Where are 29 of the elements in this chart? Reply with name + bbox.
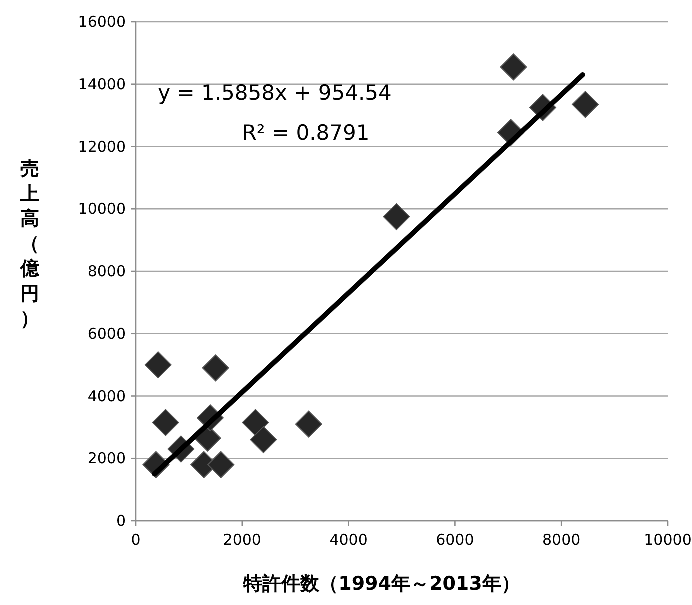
y-tick-label: 6000	[88, 324, 126, 343]
x-tick-label: 8000	[542, 531, 581, 549]
point	[152, 409, 180, 436]
point	[202, 354, 230, 382]
point	[295, 410, 322, 438]
point	[383, 203, 410, 230]
y-tick-label: 4000	[88, 387, 126, 406]
y-tick-label: 12000	[78, 138, 126, 156]
y-tick-label: 2000	[88, 450, 126, 468]
y-tick-label: 0	[116, 512, 126, 530]
y-tick-label: 10000	[78, 200, 126, 218]
y-tick-label: 14000	[78, 75, 126, 94]
x-tick-label: 2000	[223, 531, 262, 549]
point	[250, 426, 278, 454]
x-tick-label: 10000	[644, 531, 692, 549]
point	[242, 409, 270, 436]
annotation: R² = 0.8791	[242, 121, 370, 145]
point	[144, 352, 172, 379]
x-tick-label: 4000	[330, 531, 368, 549]
annotation: y = 1.5858x + 954.54	[158, 81, 392, 105]
point	[500, 54, 528, 81]
point	[572, 91, 600, 118]
y-axis-title: 売上高（億円）	[20, 158, 40, 330]
x-tick-label: 0	[131, 531, 141, 549]
y-tick-label: 8000	[88, 262, 126, 280]
x-axis-title: 特許件数（1994年～2013年）	[242, 573, 520, 595]
y-tick-label: 16000	[78, 13, 126, 31]
point	[208, 451, 235, 478]
x-tick-label: 6000	[436, 531, 474, 549]
